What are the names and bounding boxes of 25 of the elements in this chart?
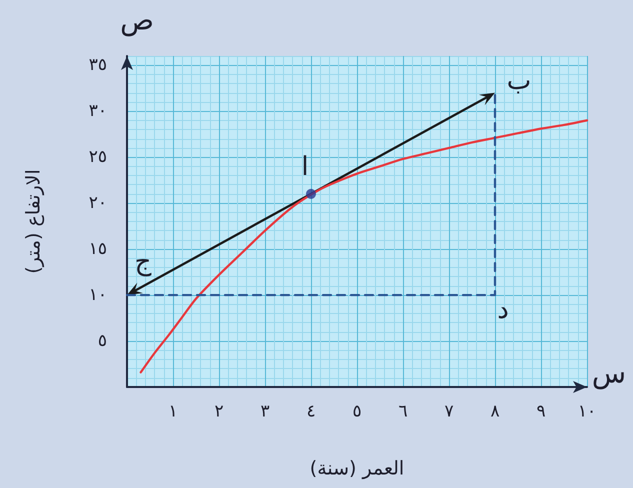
y-tick-label: ٣٥	[88, 55, 107, 76]
x-tick-label: ٥	[352, 402, 362, 422]
annotation: د	[497, 295, 509, 326]
y-tick-label: ١٠	[88, 285, 107, 306]
y-tick-label: ٥	[98, 331, 107, 352]
x-tick-label: ٩	[536, 402, 546, 422]
x-tick-label: ٤	[306, 402, 316, 422]
annotation: ب	[506, 66, 532, 96]
y-axis-title: الارتفاع (متر)	[22, 169, 44, 274]
x-tick-label: ٦	[398, 402, 408, 422]
annotation: ا	[301, 152, 309, 182]
x-tick-label: ٨	[490, 402, 500, 422]
y-tick-label: ٢٥	[88, 147, 107, 168]
x-tick-label: ١٠	[578, 402, 596, 422]
x-tick-label: ٣	[260, 402, 270, 422]
text: س	[592, 356, 626, 390]
x-tick-label: ٧	[444, 402, 454, 422]
x-tick-label: ١	[168, 402, 178, 422]
x-tick-label: ٢	[214, 402, 224, 422]
x-axis-title: العمر (سنة)	[310, 458, 404, 480]
annotation: ج	[134, 247, 152, 278]
y-tick-label: ٢٠	[88, 193, 107, 214]
y-tick-label: ١٥	[88, 239, 107, 260]
text: ص	[120, 4, 154, 36]
y-tick-label: ٣٠	[88, 101, 107, 122]
